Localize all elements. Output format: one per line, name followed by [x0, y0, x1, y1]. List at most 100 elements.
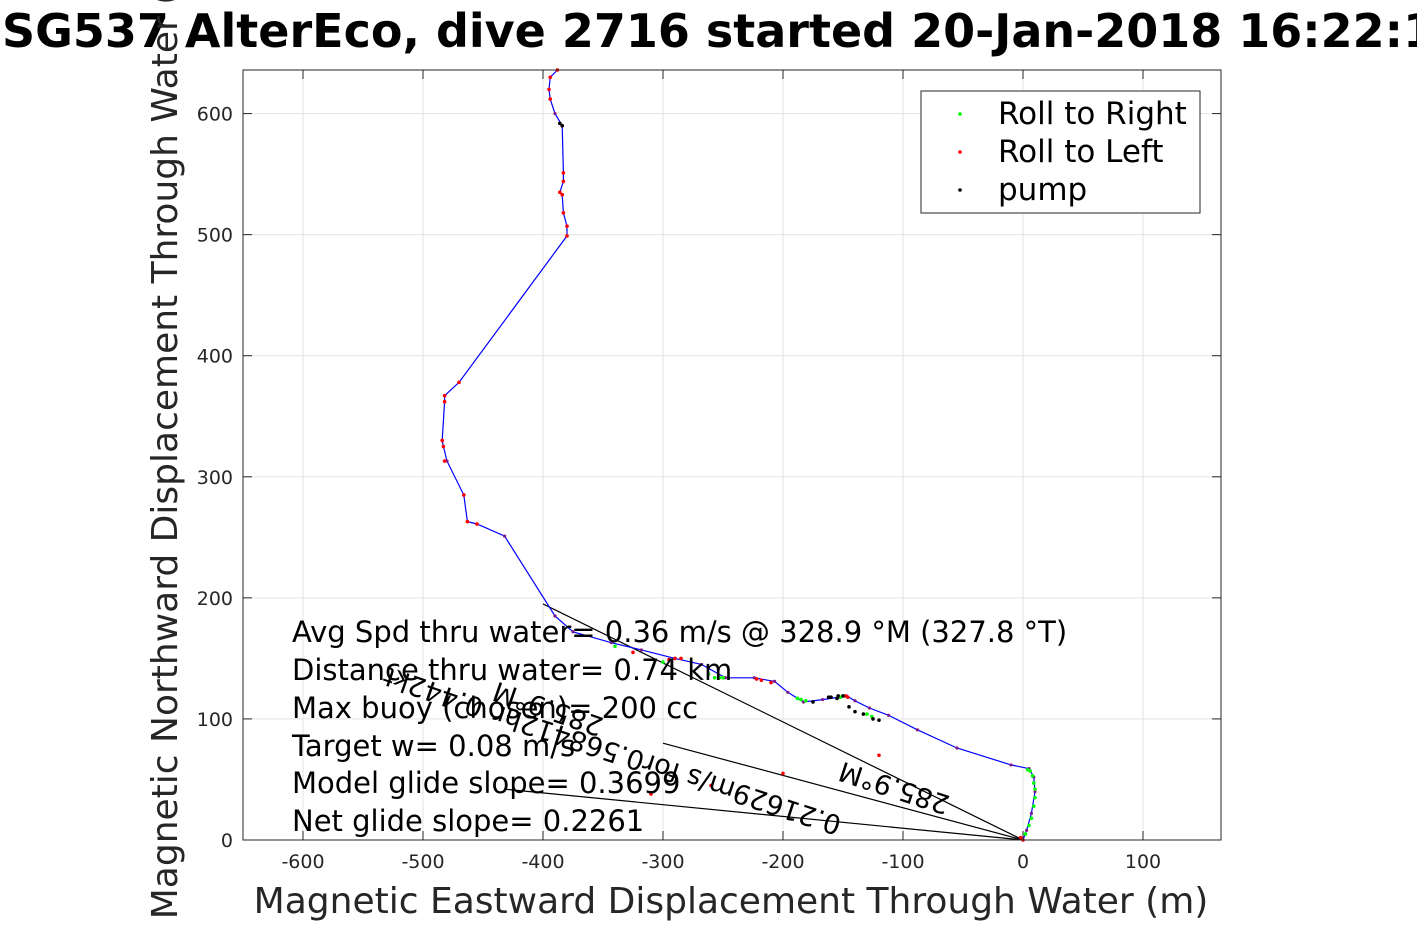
track-point — [821, 697, 825, 702]
tick-labels: -600 -500 -400 -300 -200 -100 0 100 0 100 200 300 40… — [197, 104, 1161, 873]
point-pump — [853, 709, 857, 714]
point-roll-to-right — [1026, 767, 1030, 772]
point-roll-to-right — [1029, 816, 1034, 821]
point-roll-to-left — [548, 75, 552, 80]
point-roll-to-right — [1032, 781, 1036, 785]
point-roll-to-left — [877, 753, 881, 758]
point-roll-to-left — [561, 171, 566, 175]
grid — [243, 70, 1221, 841]
x-axis-label: Magnetic Eastward Displacement Through W… — [254, 881, 1209, 922]
stat-max-buoy: Max buoy (chosen)= 200 cc — [292, 691, 698, 725]
point-roll-to-left — [441, 444, 446, 449]
point-roll-to-right — [706, 672, 711, 676]
y-tick-label: 200 — [197, 588, 233, 610]
stat-avg-speed: Avg Spd thru water= 0.36 m/s @ 328.9 °M … — [292, 615, 1067, 649]
track-point — [773, 679, 777, 683]
y-tick-label: 300 — [197, 467, 233, 489]
annotation-line — [504, 788, 1024, 841]
x-tick-label: -500 — [401, 851, 444, 873]
y-axis-label: Magnetic Northward Displacement Through … — [145, 0, 186, 919]
point-roll-to-left — [548, 97, 552, 101]
track-point — [1025, 828, 1029, 832]
point-roll-to-left — [667, 657, 671, 662]
point-pump — [841, 694, 845, 698]
point-roll-to-left — [442, 459, 447, 463]
point-roll-to-right — [1033, 795, 1037, 800]
legend-label-roll-left: Roll to Left — [998, 134, 1164, 170]
track-point — [609, 641, 614, 645]
point-roll-to-left — [462, 493, 466, 497]
stat-model-glide-slope: Model glide slope= 0.3699 — [292, 766, 680, 800]
point-pump — [558, 121, 562, 126]
y-tick-label: 600 — [197, 104, 233, 126]
point-roll-to-left — [465, 519, 470, 524]
point-roll-to-left — [649, 792, 653, 796]
x-tick-label: 0 — [1017, 851, 1029, 873]
point-roll-to-right — [721, 675, 725, 680]
point-roll-to-left — [846, 695, 850, 699]
point-roll-to-left — [442, 399, 447, 404]
point-roll-to-left — [440, 438, 445, 443]
point-pump — [847, 705, 851, 709]
point-pump — [877, 718, 881, 722]
point-roll-to-right — [1030, 774, 1035, 778]
point-roll-to-left — [565, 224, 569, 228]
point-roll-to-left — [560, 192, 564, 197]
point-roll-to-left — [457, 380, 461, 385]
point-roll-to-left — [781, 771, 785, 776]
point-roll-to-right — [661, 660, 665, 664]
point-roll-to-right — [804, 698, 808, 703]
point-roll-to-left — [561, 211, 566, 215]
point-roll-to-left — [759, 678, 764, 682]
point-roll-to-left — [709, 783, 713, 788]
legend-swatch-roll-left — [958, 150, 962, 154]
point-roll-to-left — [769, 680, 773, 685]
marker-series — [440, 68, 1037, 842]
point-roll-to-right — [1023, 832, 1028, 836]
track-point — [553, 111, 557, 116]
plot-frame — [242, 69, 1222, 841]
stat-distance: Distance thru water= 0.74 km — [292, 653, 732, 687]
point-roll-to-left — [673, 656, 677, 661]
track-point — [503, 534, 507, 538]
point-roll-to-left — [475, 522, 479, 526]
track-point — [1029, 811, 1033, 815]
point-pump — [836, 694, 840, 698]
point-roll-to-left — [442, 393, 447, 398]
point-roll-to-right — [1027, 823, 1031, 828]
point-roll-to-right — [712, 675, 717, 680]
point-roll-to-right — [613, 644, 617, 649]
x-tick-label: -200 — [761, 851, 804, 873]
point-roll-to-left — [679, 656, 683, 661]
point-roll-to-right — [1032, 804, 1036, 808]
legend-box — [920, 90, 1201, 214]
point-pump — [811, 700, 815, 704]
point-roll-to-left — [558, 190, 562, 195]
track-point — [887, 713, 891, 717]
point-pump — [826, 695, 831, 699]
legend: Roll to Right Roll to Left pump — [920, 90, 1201, 214]
point-roll-to-right — [865, 712, 869, 716]
track-point — [1009, 763, 1013, 767]
point-roll-to-left — [561, 179, 566, 184]
track-point — [786, 690, 790, 694]
point-roll-to-left — [754, 677, 759, 681]
x-tick-label: -300 — [641, 851, 684, 873]
annotation-line — [542, 603, 1024, 841]
track-point — [699, 662, 704, 667]
legend-swatch-roll-right — [958, 112, 962, 116]
track-point — [955, 746, 959, 750]
legend-label-roll-right: Roll to Right — [998, 96, 1187, 132]
x-tick-label: -600 — [281, 851, 324, 873]
track-point — [571, 630, 575, 634]
track-point — [639, 648, 644, 652]
chart-title: SG537 AlterEco, dive 2716 started 20-Jan… — [2, 4, 1417, 58]
annotation-line — [662, 742, 1024, 841]
y-tick-label: 400 — [197, 346, 233, 368]
stat-target-w: Target w= 0.08 m/s — [291, 729, 575, 763]
track-point — [867, 706, 872, 710]
legend-label-pump: pump — [998, 172, 1087, 208]
track-point — [915, 728, 920, 732]
x-tick-label: -100 — [881, 851, 924, 873]
